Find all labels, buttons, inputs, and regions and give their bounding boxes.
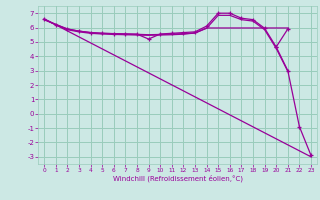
X-axis label: Windchill (Refroidissement éolien,°C): Windchill (Refroidissement éolien,°C) <box>113 175 243 182</box>
